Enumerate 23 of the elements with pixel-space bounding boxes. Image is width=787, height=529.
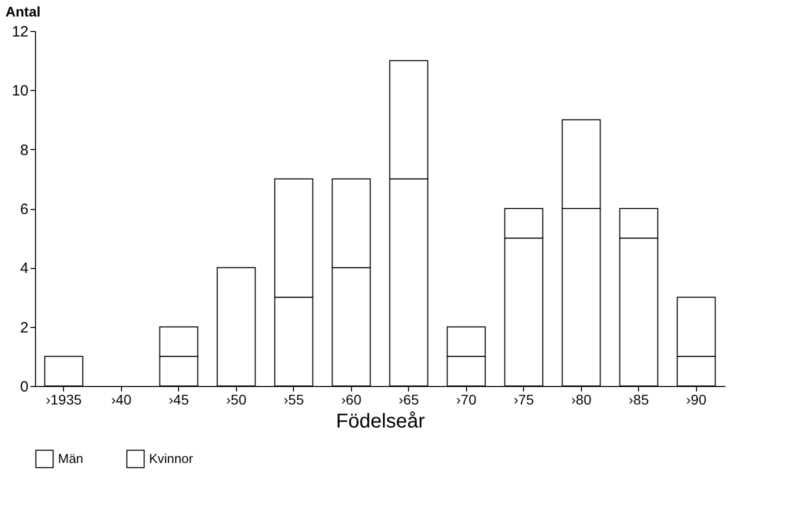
y-tick-label: 10: [12, 82, 28, 100]
y-tick-label: 12: [12, 24, 28, 40]
y-axis-title: Antal: [6, 4, 40, 20]
x-tick-label: ›65: [398, 392, 420, 408]
x-axis-title: Födelseår: [336, 410, 426, 432]
x-tick-label: ›70: [456, 392, 477, 408]
x-tick-label: ›45: [168, 392, 190, 408]
y-tick-label: 2: [20, 319, 28, 336]
x-tick-label: ›50: [226, 392, 247, 408]
x-tick-label: ›55: [284, 392, 304, 408]
x-tick-label: ›90: [686, 392, 707, 408]
y-tick-label: 4: [20, 260, 28, 278]
x-tick-label: ›60: [341, 392, 362, 408]
x-tick-label: ›85: [628, 392, 650, 408]
x-tick-label: ›40: [111, 392, 132, 408]
legend-label: Kvinnor: [149, 450, 194, 466]
legend-label: Män: [58, 450, 84, 466]
x-tick-label: ›1935: [46, 392, 82, 408]
y-tick-label: 8: [20, 142, 28, 159]
x-tick-label: ›80: [571, 392, 592, 408]
x-tick-label: ›75: [514, 392, 534, 408]
y-tick-label: 0: [20, 378, 28, 396]
y-tick-label: 6: [20, 201, 28, 218]
